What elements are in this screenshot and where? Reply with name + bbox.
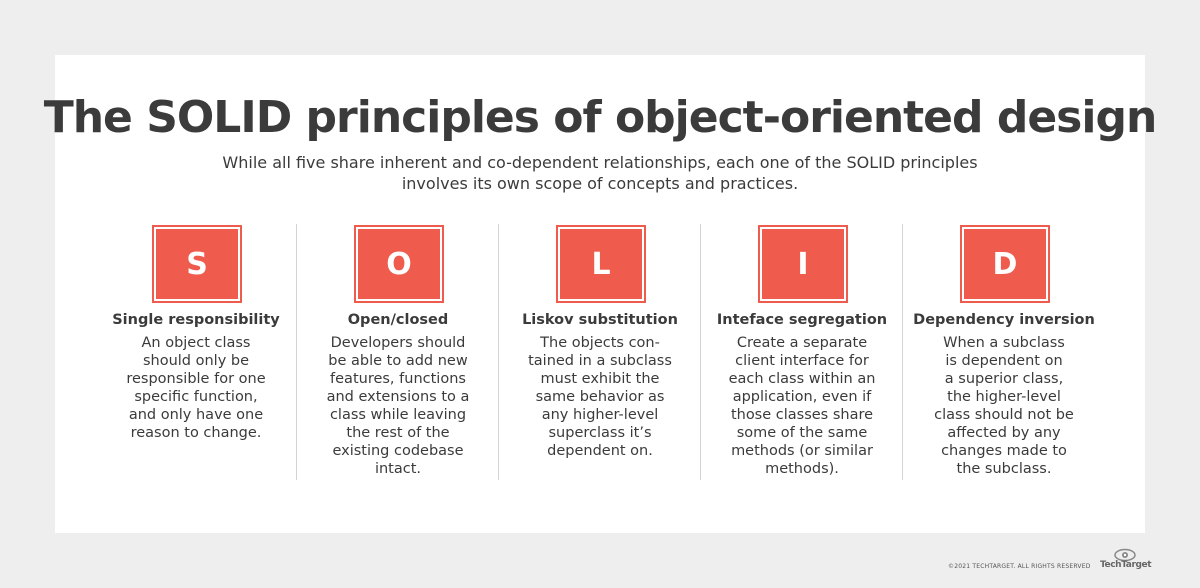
description-line: is dependent on xyxy=(945,353,1063,369)
description-line: the higher-level xyxy=(947,389,1061,405)
description-line: changes made to xyxy=(941,443,1067,459)
description-line: When a subclass xyxy=(943,335,1065,351)
principle-description: Create a separate client interface for e… xyxy=(701,334,903,478)
subtitle-line: While all five share inherent and co-dep… xyxy=(222,153,978,172)
principle-name: Open/closed xyxy=(347,312,449,328)
page-title: The SOLID principles of object-oriented … xyxy=(43,92,1158,143)
description-line: tained in a subclass xyxy=(528,353,672,369)
column-divider xyxy=(498,224,499,480)
description-line: the rest of the xyxy=(346,425,450,441)
description-line: features, functions xyxy=(330,371,466,387)
column-divider xyxy=(296,224,297,480)
subtitle-line: involves its own scope of concepts and p… xyxy=(401,174,799,193)
description-line: existing codebase xyxy=(332,443,464,459)
principle-liskov-substitution: L Liskov substitution The objects con- t… xyxy=(499,224,701,480)
principles-grid: S Single responsibility An object class … xyxy=(95,224,1105,480)
description-line: application, even if xyxy=(732,389,872,405)
copyright-notice: ©2021 TECHTARGET. ALL RIGHTS RESERVED xyxy=(948,563,1091,570)
principle-open-closed: O Open/closed Developers should be able … xyxy=(297,224,499,480)
principle-name: Liskov substitution xyxy=(522,312,678,328)
description-line: An object class xyxy=(141,335,251,351)
description-line: the subclass. xyxy=(956,461,1052,477)
techtarget-logo: TechTarget xyxy=(1100,548,1152,576)
principle-interface-segregation: I Inteface segregation Create a separate… xyxy=(701,224,903,480)
description-line: and extensions to a xyxy=(326,389,470,405)
letter-tile: D xyxy=(960,225,1050,303)
description-line: methods). xyxy=(765,461,839,477)
column-divider xyxy=(902,224,903,480)
description-line: class should not be xyxy=(934,407,1074,423)
description-line: and only have one xyxy=(128,407,264,423)
description-line: The objects con- xyxy=(540,335,660,351)
description-line: responsible for one xyxy=(126,371,266,387)
principle-description: An object class should only be responsib… xyxy=(95,334,297,442)
description-line: each class within an xyxy=(728,371,876,387)
description-line: same behavior as xyxy=(535,389,665,405)
principle-single-responsibility: S Single responsibility An object class … xyxy=(95,224,297,480)
letter-tile: L xyxy=(556,225,646,303)
principle-description: When a subclass is dependent on a superi… xyxy=(903,334,1105,478)
column-divider xyxy=(700,224,701,480)
eye-icon xyxy=(1114,548,1136,562)
description-line: those classes share xyxy=(730,407,874,423)
description-line: methods (or similar xyxy=(731,443,873,459)
principle-name: Dependency inversion xyxy=(913,312,1095,328)
principle-dependency-inversion: D Dependency inversion When a subclass i… xyxy=(903,224,1105,480)
description-line: should only be xyxy=(142,353,250,369)
description-line: must exhibit the xyxy=(540,371,660,387)
description-line: be able to add new xyxy=(328,353,468,369)
letter-tile: I xyxy=(758,225,848,303)
principle-name: Single responsibility xyxy=(112,312,280,328)
principle-name: Inteface segregation xyxy=(716,312,888,328)
principle-description: Developers should be able to add new fea… xyxy=(297,334,499,478)
description-line: intact. xyxy=(374,461,422,477)
letter-tile: O xyxy=(354,225,444,303)
description-line: reason to change. xyxy=(130,425,262,441)
description-line: specific function, xyxy=(134,389,258,405)
principle-description: The objects con- tained in a subclass mu… xyxy=(499,334,701,460)
letter-tile: S xyxy=(152,225,242,303)
description-line: Create a separate xyxy=(736,335,868,351)
description-line: superclass it’s xyxy=(548,425,652,441)
subtitle: While all five share inherent and co-dep… xyxy=(150,152,1050,194)
description-line: client interface for xyxy=(735,353,869,369)
description-line: affected by any xyxy=(947,425,1061,441)
description-line: any higher-level xyxy=(541,407,659,423)
description-line: a superior class, xyxy=(944,371,1064,387)
description-line: dependent on. xyxy=(547,443,653,459)
logo-text: TechTarget xyxy=(1100,560,1152,570)
description-line: Developers should xyxy=(330,335,466,351)
description-line: some of the same xyxy=(736,425,868,441)
description-line: class while leaving xyxy=(329,407,467,423)
